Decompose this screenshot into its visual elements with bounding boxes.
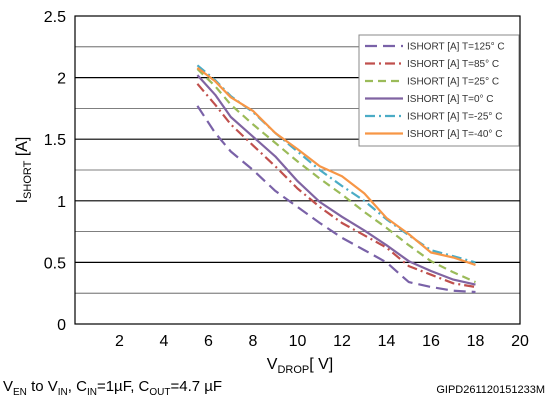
series-line-4: [196, 64, 476, 264]
grid: [75, 46, 520, 294]
y-tick-label: 1: [57, 194, 66, 211]
y-tick-label: 2: [57, 71, 66, 88]
legend-label: ISHORT [A] T=-25° C: [407, 112, 502, 123]
condition-text: to V: [27, 378, 58, 395]
x-tick-label: 6: [204, 333, 213, 350]
figure-code: GIPD261120151233M: [436, 384, 545, 396]
x-axis-title-sub: DROP: [277, 364, 309, 376]
legend-label: ISHORT [A] T=-40° C: [407, 129, 502, 140]
y-axis-title: ISHORT [A]: [14, 137, 34, 204]
x-tick-label: 8: [249, 333, 258, 350]
y-tick-label: 0.5: [44, 255, 66, 272]
x-tick-label: 10: [289, 333, 307, 350]
legend-box: [358, 34, 520, 147]
x-tick-label: 16: [422, 333, 440, 350]
test-conditions-note: VEN to VIN, CIN=1µF, COUT=4.7 µF: [3, 378, 222, 398]
series-lines: [196, 64, 476, 294]
condition-subscript: IN: [58, 387, 68, 398]
condition-subscript: IN: [87, 387, 97, 398]
x-tick-label: 2: [115, 333, 124, 350]
x-axis-title: VDROP[ V]: [267, 356, 333, 376]
plot-area-border: [74, 15, 521, 325]
y-axis-title-main: I: [14, 199, 31, 203]
x-axis-title-unit: [ V]: [309, 356, 333, 373]
x-tick-label: 4: [160, 333, 169, 350]
series-line-0: [196, 105, 476, 294]
series-line-1: [196, 83, 476, 289]
legend-label: ISHORT [A] T=0° C: [407, 94, 494, 105]
x-tick-label: 18: [467, 333, 485, 350]
legend-label: ISHORT [A] T=25° C: [407, 77, 499, 88]
condition-text: =4.7 µF: [170, 378, 222, 395]
condition-text: V: [3, 378, 13, 395]
condition-text: =1µF, C: [97, 378, 150, 395]
plot-frame: [74, 15, 521, 325]
y-tick-label: 2.5: [44, 9, 66, 26]
y-tick-label: 1.5: [44, 132, 66, 149]
x-tick-label: 20: [511, 333, 529, 350]
footer: VEN to VIN, CIN=1µF, COUT=4.7 µF GIPD2611…: [3, 378, 545, 398]
tick-labels: 2 4 6 8 10 12 14 16 18 20 0 0.5 1 1.5 2 2.5: [44, 9, 529, 350]
y-axis-title-sub: SHORT: [22, 160, 34, 199]
series-line-2: [196, 68, 476, 284]
legend-label: ISHORT [A] T=85° C: [407, 59, 499, 70]
y-axis-title-unit: [A]: [14, 137, 31, 161]
y-tick-label: 0: [57, 317, 66, 334]
condition-text: , C: [68, 378, 87, 395]
axis-titles: ISHORT [A] VDROP[ V]: [14, 137, 333, 376]
series-line-5: [196, 66, 476, 266]
condition-subscript: OUT: [149, 387, 170, 398]
series-line-3: [196, 74, 476, 286]
x-tick-label: 12: [333, 333, 351, 350]
condition-subscript: EN: [13, 387, 27, 398]
x-tick-label: 14: [378, 333, 396, 350]
x-axis-title-main: V: [267, 356, 278, 373]
legend: ISHORT [A] T=125° C ISHORT [A] T=85° C ISH…: [358, 34, 520, 147]
legend-label: ISHORT [A] T=125° C: [407, 42, 505, 53]
